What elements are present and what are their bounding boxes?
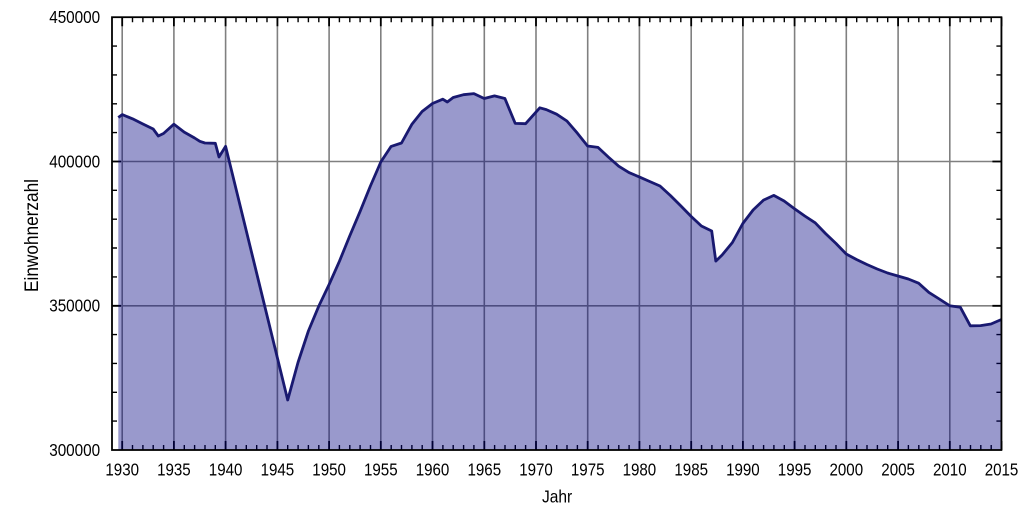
- svg-text:1930: 1930: [105, 459, 139, 479]
- svg-text:1970: 1970: [519, 459, 553, 479]
- svg-text:1945: 1945: [261, 459, 295, 479]
- svg-text:1935: 1935: [157, 459, 191, 479]
- svg-text:400000: 400000: [49, 151, 100, 171]
- svg-text:1950: 1950: [312, 459, 346, 479]
- svg-text:1995: 1995: [778, 459, 812, 479]
- svg-text:1965: 1965: [468, 459, 502, 479]
- svg-text:1990: 1990: [726, 459, 760, 479]
- svg-text:Jahr: Jahr: [542, 487, 572, 507]
- svg-text:2010: 2010: [933, 459, 967, 479]
- svg-text:Einwohnerzahl: Einwohnerzahl: [22, 179, 43, 292]
- svg-text:1955: 1955: [364, 459, 398, 479]
- svg-text:300000: 300000: [49, 440, 100, 460]
- svg-text:1985: 1985: [674, 459, 708, 479]
- svg-text:1975: 1975: [571, 459, 605, 479]
- svg-text:1940: 1940: [209, 459, 243, 479]
- svg-text:2015: 2015: [985, 459, 1019, 479]
- svg-text:2005: 2005: [881, 459, 915, 479]
- svg-text:450000: 450000: [49, 7, 100, 27]
- svg-text:350000: 350000: [49, 296, 100, 316]
- svg-text:1960: 1960: [416, 459, 450, 479]
- svg-text:1980: 1980: [623, 459, 657, 479]
- svg-text:2000: 2000: [830, 459, 864, 479]
